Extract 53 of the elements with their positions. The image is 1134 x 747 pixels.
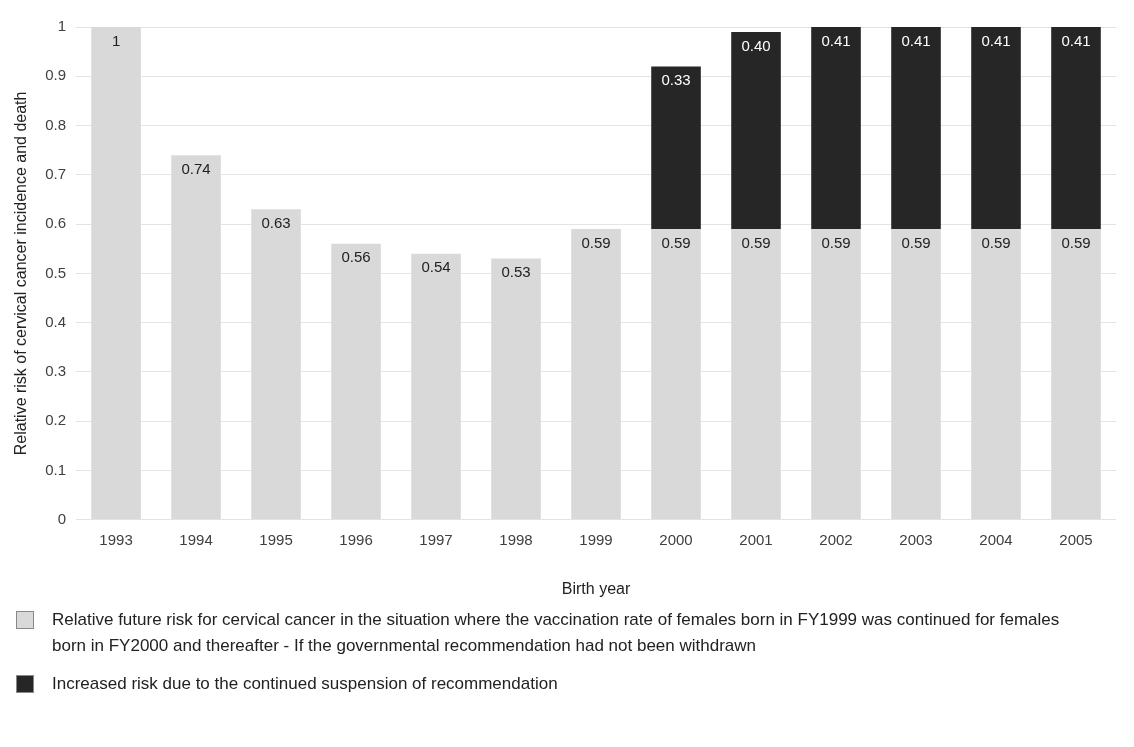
x-tick-label: 1996 [339,530,373,548]
bar [971,27,1021,230]
x-tick-label: 2000 [659,530,693,548]
data-label: 0.59 [661,233,691,251]
bar [731,31,781,230]
data-label: 1 [111,31,121,49]
bar [1051,27,1101,230]
y-tick-label: 0 [57,509,67,527]
data-label: 0.59 [581,233,611,251]
y-tick-label: 0.9 [45,66,67,84]
x-tick-label: 2004 [979,530,1013,548]
y-tick-label: 0.8 [45,115,67,133]
data-label: 0.59 [821,233,851,251]
x-tick-label: 1995 [259,530,293,548]
data-label: 0.54 [421,258,451,276]
x-tick-label: 2002 [819,530,853,548]
y-tick-label: 0.5 [45,263,67,281]
legend-label: Relative future risk for cervical cancer in the situation where the vaccination rate of females born in FY1999 was continued for females born in FY2000 and thereafter - If the governmental recommendation had not been withdrawn [52,609,1061,657]
x-tick-label: 2001 [739,530,773,548]
data-label: 0.41 [901,31,931,49]
data-label: 0.53 [501,263,531,281]
legend-label: Increased risk due to the continued suspension of recommendation [52,673,558,695]
data-label: 0.59 [1061,233,1091,251]
data-label: 0.41 [1061,31,1091,49]
x-tick-label: 1994 [179,530,213,548]
x-axis-title: Birth year [561,579,631,597]
y-tick-label: 0.1 [45,460,67,478]
data-label: 0.74 [181,159,211,177]
x-tick-label: 1997 [419,530,453,548]
data-label: 0.40 [741,36,771,54]
y-tick-label: 0.7 [45,164,67,182]
x-tick-label: 1993 [99,530,133,548]
y-tick-label: 0.6 [45,214,67,232]
x-tick-label: 1998 [499,530,533,548]
data-label: 0.41 [821,31,851,49]
data-label: 0.33 [661,71,691,89]
y-axis-title: Relative risk of cervical cancer incidence and death [12,91,30,456]
x-tick-label: 2005 [1059,530,1093,548]
data-label: 0.59 [901,233,931,251]
data-label: 0.59 [741,233,771,251]
data-label: 0.56 [341,248,371,266]
data-label: 0.41 [981,31,1011,49]
y-tick-label: 0.3 [45,362,67,380]
data-label: 0.63 [261,213,291,231]
bar [651,66,701,230]
y-tick-label: 1 [57,17,67,35]
bar [891,27,941,230]
x-tick-label: 2003 [899,530,933,548]
bar [811,27,861,230]
y-tick-label: 0.4 [45,312,67,330]
y-tick-label: 0.2 [45,411,67,429]
x-tick-label: 1999 [579,530,613,548]
data-label: 0.59 [981,233,1011,251]
